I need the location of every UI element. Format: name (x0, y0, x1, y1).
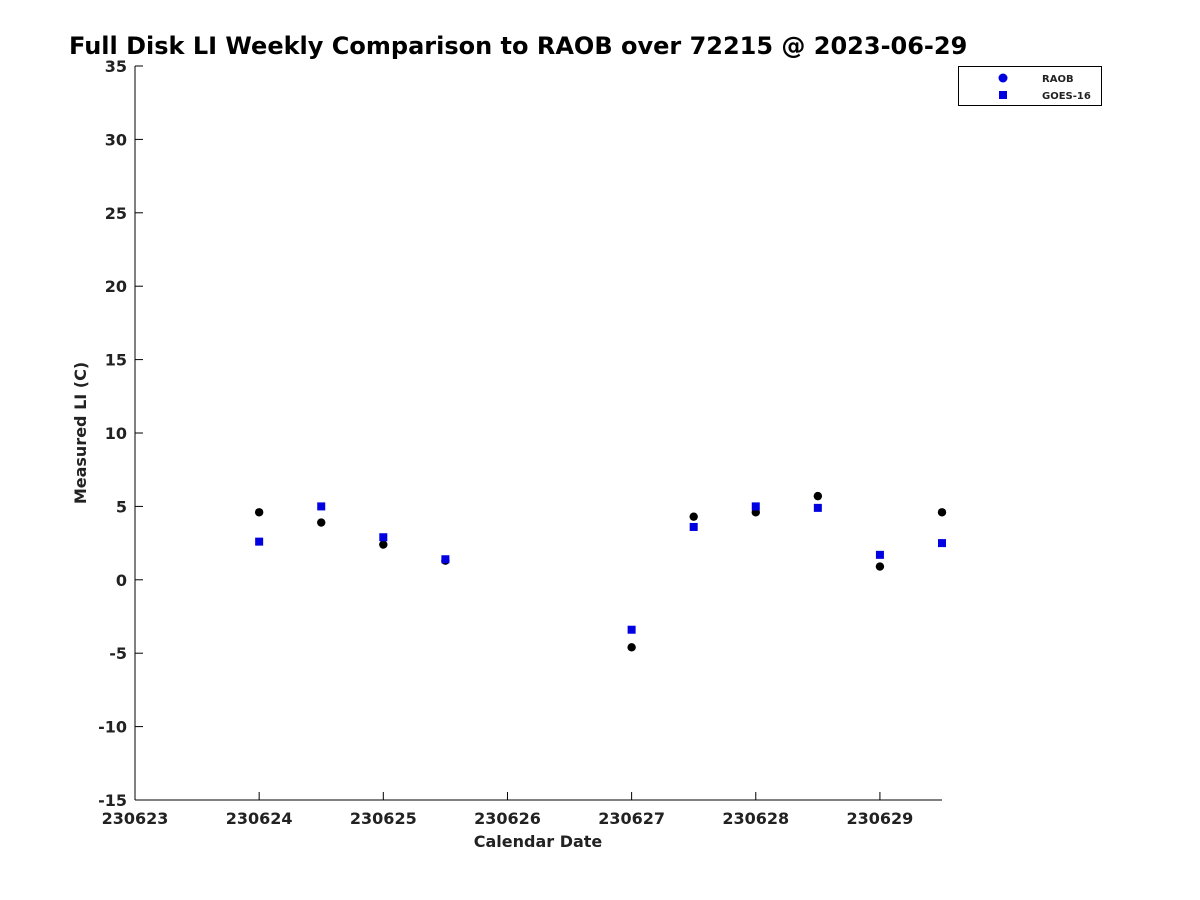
legend-box (958, 66, 1102, 106)
goes16-point (751, 502, 760, 511)
raob-point (254, 508, 264, 517)
series-goes-16 (255, 502, 946, 634)
goes16-point (627, 625, 636, 634)
chart-title: Full Disk LI Weekly Comparison to RAOB o… (69, 32, 967, 60)
x-axis-label: Calendar Date (474, 832, 603, 851)
y-tick-label: -10 (98, 718, 127, 737)
goes16-point (875, 550, 884, 559)
raob-point (627, 643, 636, 652)
x-tick-label: 230624 (226, 809, 293, 828)
goes16-point (379, 533, 388, 542)
goes16-point (689, 522, 698, 531)
y-tick-label: 5 (116, 497, 127, 516)
y-tick-label: -15 (98, 791, 127, 810)
raob-point (317, 518, 326, 527)
goes16-point (255, 537, 264, 546)
y-tick-label: 25 (105, 204, 127, 223)
legend-marker-raob (998, 73, 1008, 83)
y-tick-label: 10 (105, 424, 127, 443)
legend: RAOB GOES-16 (958, 66, 1102, 106)
raob-point (379, 540, 388, 549)
y-tick-label: -5 (109, 644, 127, 663)
y-tick-label: 15 (105, 351, 127, 370)
raob-point (875, 562, 885, 571)
y-tick-label: 35 (105, 57, 127, 76)
legend-marker-goes16 (999, 91, 1007, 99)
goes16-point (938, 539, 946, 548)
x-tick-label: 230628 (722, 809, 789, 828)
data-points (254, 491, 947, 652)
x-tick-label: 230626 (474, 809, 541, 828)
goes16-point (317, 502, 326, 511)
x-tick-label: 230623 (102, 809, 169, 828)
x-tick-label: 230627 (598, 809, 665, 828)
y-axis-label: Measured LI (C) (71, 362, 90, 504)
goes16-point (441, 555, 450, 564)
raob-point (937, 508, 947, 517)
x-tick-label: 230625 (350, 809, 417, 828)
x-ticks: 230623 230624 230625 230626 230627 230628 2306… (102, 792, 914, 828)
plot-axes (134, 66, 942, 801)
series-raob (254, 491, 947, 652)
x-tick-label: 230629 (847, 809, 914, 828)
y-ticks: 35 30 25 20 15 10 5 0 -5 -10 -15 (98, 57, 143, 810)
legend-label: GOES-16 (1042, 91, 1091, 102)
legend-label: RAOB (1042, 74, 1074, 85)
y-tick-label: 30 (105, 130, 127, 149)
goes16-point (813, 503, 822, 512)
raob-point (689, 512, 698, 521)
y-tick-label: 20 (105, 277, 127, 296)
y-tick-label: 0 (116, 571, 127, 590)
raob-point (813, 491, 823, 501)
